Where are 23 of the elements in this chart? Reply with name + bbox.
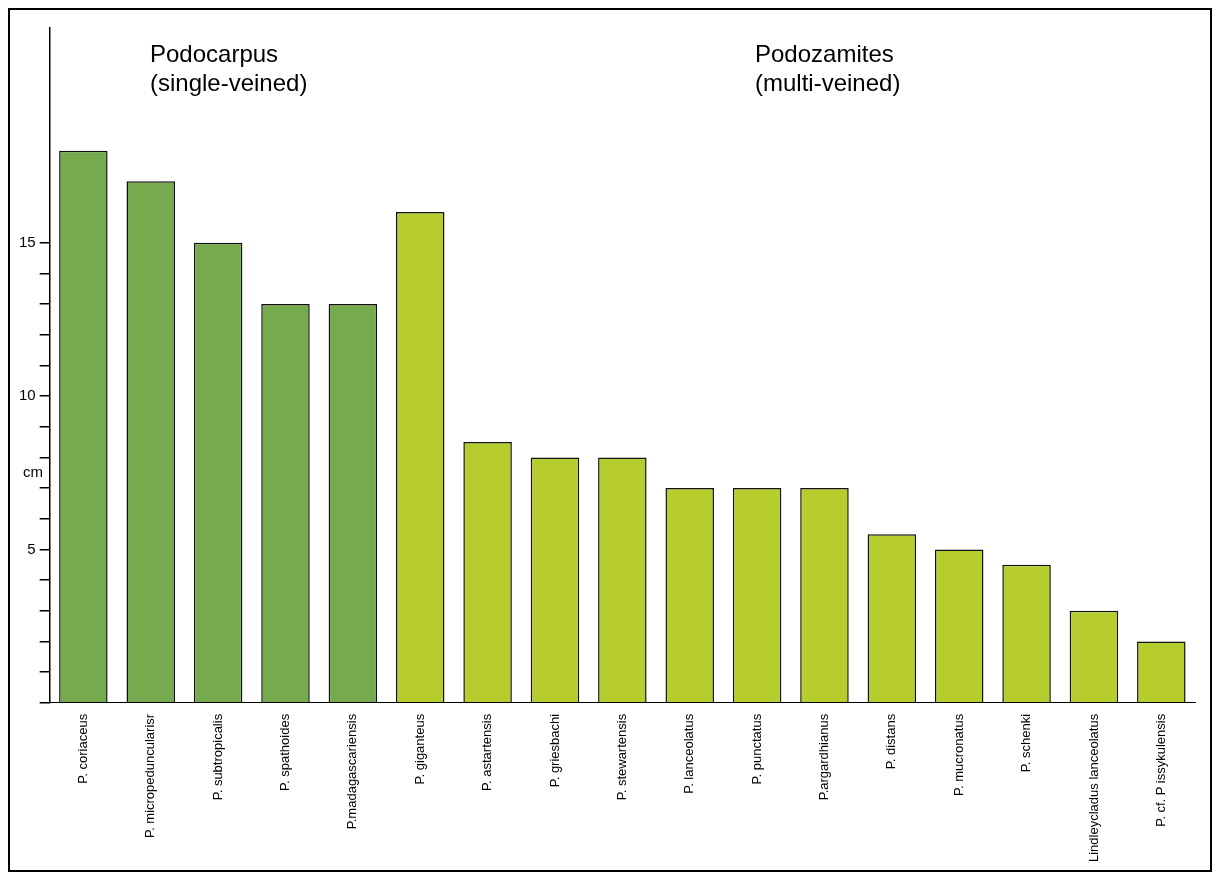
x-tick-label: P. punctatus bbox=[748, 713, 764, 785]
y-tick-label: 5 bbox=[27, 539, 36, 557]
annotation: Podozamites (multi-veined) bbox=[755, 40, 901, 98]
x-tick-label: P. micropeduncularisr bbox=[142, 713, 158, 838]
x-tick-label: P. subtropicalis bbox=[209, 713, 225, 801]
x-tick-label: P. stewartensis bbox=[613, 713, 629, 801]
x-tick-label: P. giganteus bbox=[411, 713, 427, 785]
x-tick-label: P. distans bbox=[883, 713, 899, 770]
annotation: Podocarpus (single-veined) bbox=[150, 40, 308, 98]
y-axis-title: cm bbox=[23, 462, 43, 480]
x-tick-label: Lindleycladus lanceolatus bbox=[1085, 713, 1101, 862]
x-tick-label: P. lanceolatus bbox=[681, 713, 697, 794]
x-tick-label: P. schenki bbox=[1018, 713, 1034, 773]
x-tick-label: P. spathoides bbox=[277, 713, 293, 791]
x-tick-label: P. cf. P issykulensis bbox=[1152, 713, 1168, 827]
x-tick-label: P. astartensis bbox=[479, 713, 495, 791]
x-tick-label: P.argardhianus bbox=[816, 713, 832, 801]
x-tick-label: P. mucronatus bbox=[950, 713, 966, 796]
x-tick-label: P. griesbachi bbox=[546, 713, 562, 788]
y-tick-label: 15 bbox=[19, 232, 36, 250]
x-tick-label: P.madagascariensis bbox=[344, 713, 360, 830]
x-tick-label: P. coriaceus bbox=[74, 713, 90, 784]
y-tick-label: 10 bbox=[19, 386, 36, 404]
